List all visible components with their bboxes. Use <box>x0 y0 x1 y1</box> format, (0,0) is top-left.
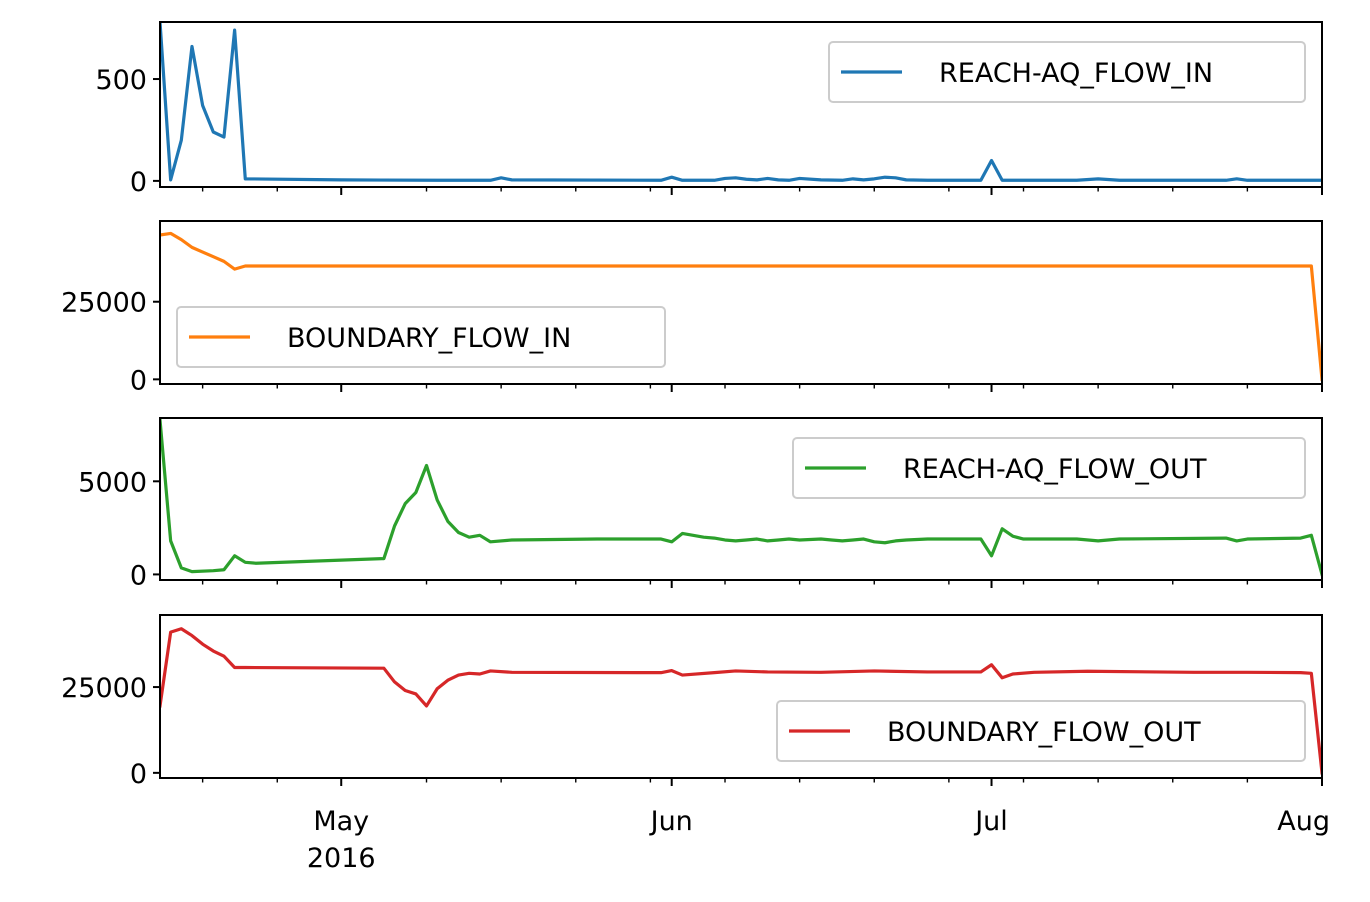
legend: BOUNDARY_FLOW_IN <box>176 306 666 368</box>
axes-frame <box>159 614 1323 779</box>
y-tick-label: 25000 <box>61 673 147 704</box>
legend-box <box>792 437 1306 499</box>
y-tick-label: 25000 <box>61 288 147 319</box>
legend-box <box>828 41 1306 103</box>
legend-label: BOUNDARY_FLOW_OUT <box>887 717 1201 748</box>
legend-label: BOUNDARY_FLOW_IN <box>287 323 571 354</box>
shared-x-axis: May Jun Jul Aug 2016 <box>307 806 1330 874</box>
series-line-BOUNDARY_FLOW_OUT <box>160 627 1322 775</box>
legend-box <box>176 306 666 368</box>
subplot-4: 0 25000 BOUNDARY_FLOW_OUT <box>61 614 1323 790</box>
x-tick-label: Aug <box>1277 806 1330 837</box>
y-tick-label: 5000 <box>78 467 147 498</box>
series-line-REACH-AQ_FLOW_OUT <box>160 418 1322 577</box>
series-line-REACH-AQ_FLOW_IN <box>160 22 1322 182</box>
y-tick-label: 0 <box>130 365 147 396</box>
legend: BOUNDARY_FLOW_OUT <box>776 700 1306 762</box>
legend-box <box>776 700 1306 762</box>
y-tick-label: 0 <box>130 167 147 198</box>
subplot-2: 0 25000 BOUNDARY_FLOW_IN <box>61 220 1323 396</box>
subplot-3: 0 5000 REACH-AQ_FLOW_OUT <box>78 417 1323 591</box>
x-tick-label: Jul <box>973 806 1008 837</box>
y-tick-label: 500 <box>95 65 147 96</box>
axes-frame <box>159 417 1323 581</box>
series-line-BOUNDARY_FLOW_IN <box>160 231 1322 382</box>
legend: REACH-AQ_FLOW_OUT <box>792 437 1306 499</box>
axes-frame <box>159 21 1323 188</box>
x-tick-label: Jun <box>649 806 693 837</box>
legend-label: REACH-AQ_FLOW_IN <box>939 58 1213 89</box>
subplot-1: 0 500 REACH-AQ_FLOW_IN <box>95 21 1323 198</box>
legend: REACH-AQ_FLOW_IN <box>828 41 1306 103</box>
y-tick-label: 0 <box>130 560 147 591</box>
x-tick-label: May <box>313 806 369 837</box>
x-year-label: 2016 <box>307 843 376 874</box>
subplots: 0 500 REACH-AQ_FLOW_IN 0 25000 BOUNDARY_FLOW_… <box>61 21 1323 790</box>
legend-label: REACH-AQ_FLOW_OUT <box>903 454 1207 485</box>
y-tick-label: 0 <box>130 759 147 790</box>
